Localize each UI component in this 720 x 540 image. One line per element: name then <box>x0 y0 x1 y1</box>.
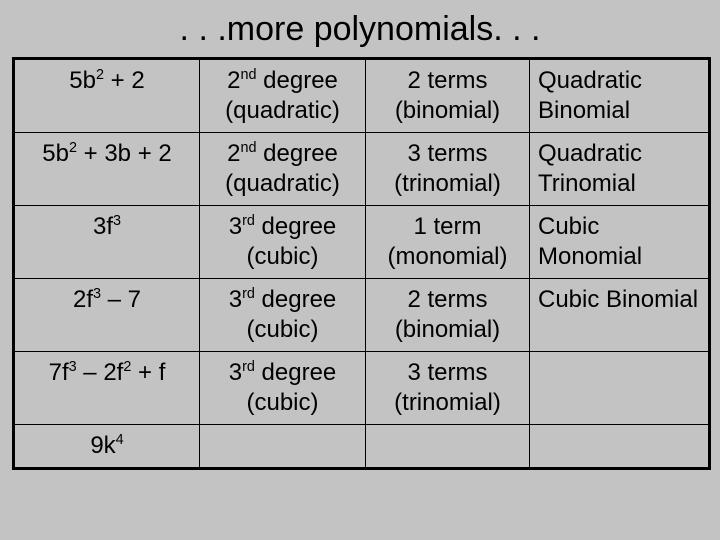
cell-name: Cubic Binomial <box>530 279 710 352</box>
cell-terms <box>366 425 530 469</box>
cell-name <box>530 352 710 425</box>
cell-terms: 2 terms (binomial) <box>366 59 530 133</box>
cell-terms: 3 terms (trinomial) <box>366 352 530 425</box>
table-row: 7f3 – 2f2 + f 3rd degree (cubic) 3 terms… <box>14 352 710 425</box>
cell-expression: 9k4 <box>14 425 200 469</box>
table-row: 5b2 + 3b + 2 2nd degree (quadratic) 3 te… <box>14 133 710 206</box>
cell-terms: 3 terms (trinomial) <box>366 133 530 206</box>
table-row: 2f3 – 7 3rd degree (cubic) 2 terms (bino… <box>14 279 710 352</box>
cell-name <box>530 425 710 469</box>
cell-expression: 3f3 <box>14 206 200 279</box>
cell-degree: 2nd degree (quadratic) <box>200 59 366 133</box>
cell-expression: 2f3 – 7 <box>14 279 200 352</box>
polynomial-table: 5b2 + 2 2nd degree (quadratic) 2 terms (… <box>12 57 711 470</box>
slide-page: . . .more polynomials. . . 5b2 + 2 2nd d… <box>0 0 720 540</box>
cell-terms: 2 terms (binomial) <box>366 279 530 352</box>
cell-degree: 3rd degree (cubic) <box>200 206 366 279</box>
cell-expression: 5b2 + 2 <box>14 59 200 133</box>
table-row: 3f3 3rd degree (cubic) 1 term (monomial)… <box>14 206 710 279</box>
cell-degree: 2nd degree (quadratic) <box>200 133 366 206</box>
cell-expression: 5b2 + 3b + 2 <box>14 133 200 206</box>
cell-expression: 7f3 – 2f2 + f <box>14 352 200 425</box>
cell-name: Quadratic Binomial <box>530 59 710 133</box>
cell-degree: 3rd degree (cubic) <box>200 352 366 425</box>
cell-name: Quadratic Trinomial <box>530 133 710 206</box>
cell-terms: 1 term (monomial) <box>366 206 530 279</box>
page-title: . . .more polynomials. . . <box>12 10 708 49</box>
cell-degree <box>200 425 366 469</box>
cell-degree: 3rd degree (cubic) <box>200 279 366 352</box>
table-row: 9k4 <box>14 425 710 469</box>
table-row: 5b2 + 2 2nd degree (quadratic) 2 terms (… <box>14 59 710 133</box>
cell-name: Cubic Monomial <box>530 206 710 279</box>
